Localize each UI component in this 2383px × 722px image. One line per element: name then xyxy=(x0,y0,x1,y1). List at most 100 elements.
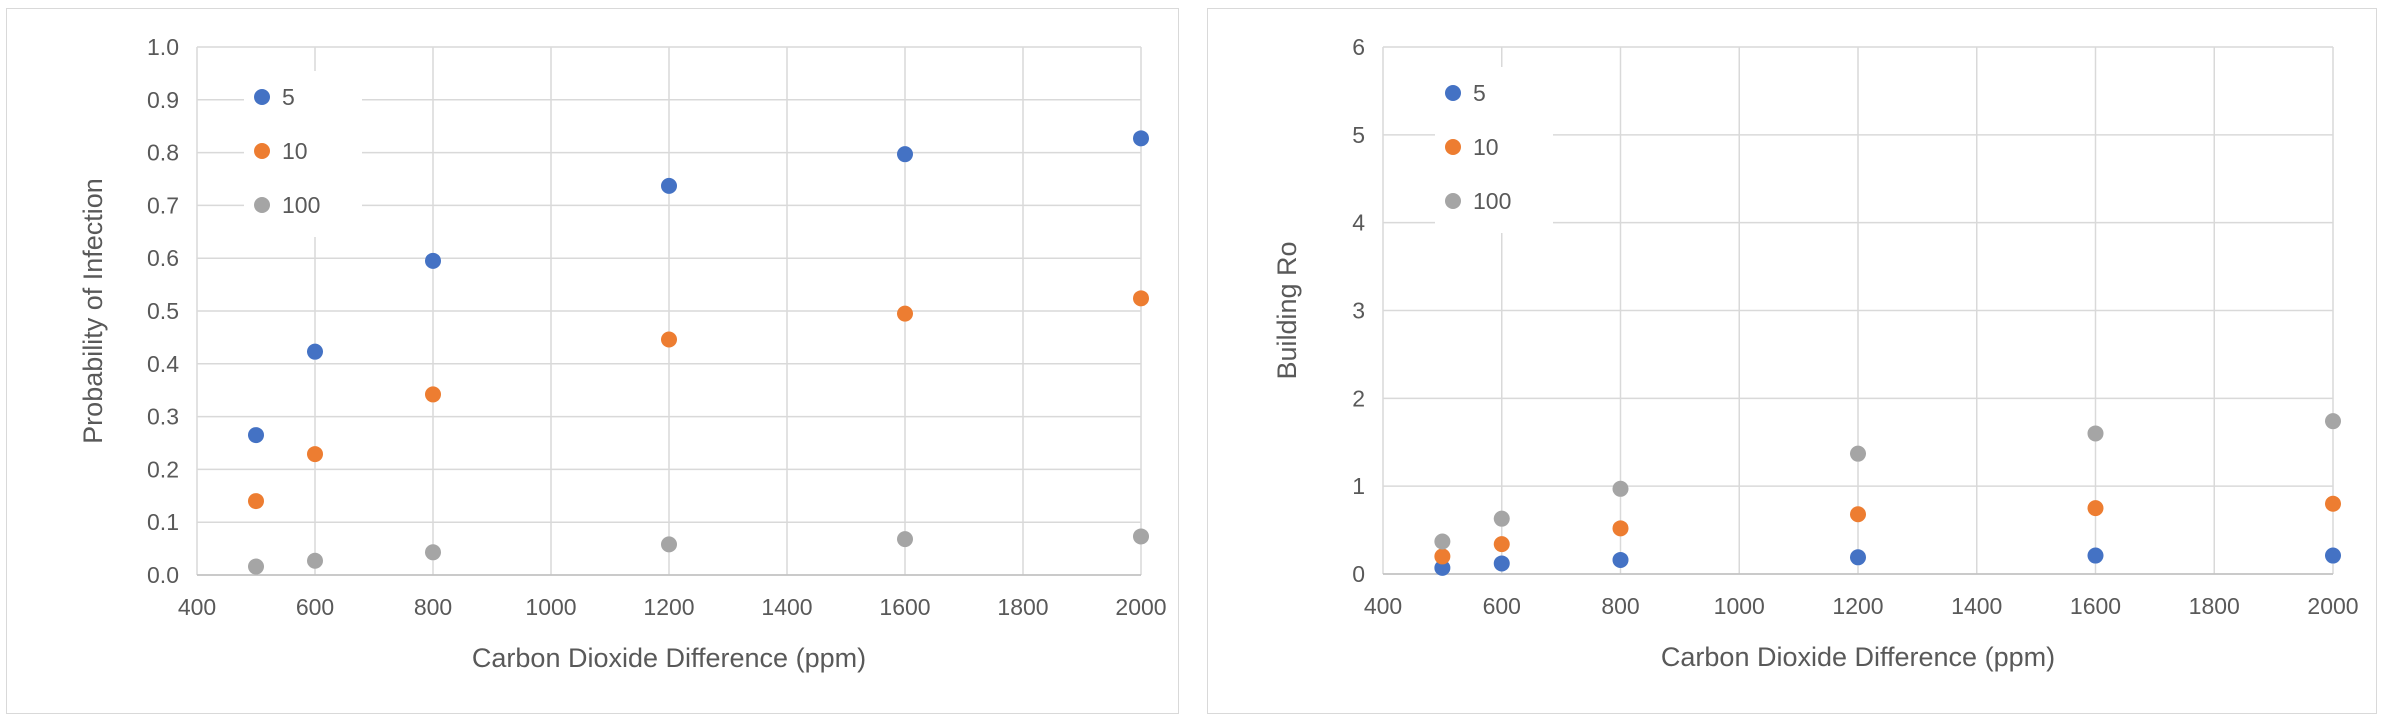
legend-label-5: 5 xyxy=(1473,80,1486,106)
data-point xyxy=(661,177,677,194)
data-point xyxy=(248,558,264,575)
x-tick-label: 800 xyxy=(414,594,452,620)
series-10 xyxy=(248,290,1149,510)
data-point xyxy=(2087,500,2104,517)
y-tick-label: 2 xyxy=(1352,385,1365,411)
legend: 5 10 100 xyxy=(244,71,362,237)
x-tick-label: 1600 xyxy=(879,594,930,620)
data-point xyxy=(1850,445,1866,462)
data-point xyxy=(307,343,323,360)
legend-marker-100 xyxy=(254,197,270,213)
data-point xyxy=(2087,547,2104,564)
data-point xyxy=(1612,480,1629,497)
series-10 xyxy=(1434,495,2341,565)
data-point xyxy=(2325,413,2341,430)
tick-labels: 400 600 800 1000 1200 1400 1600 1800 2000 0 1 2 3 4 5 6 xyxy=(1352,34,2358,619)
x-tick-label: 1600 xyxy=(2070,593,2121,619)
data-point xyxy=(1493,510,1510,527)
data-point xyxy=(897,531,913,548)
data-point xyxy=(1493,555,1510,572)
data-point xyxy=(1493,536,1510,553)
probability-chart-svg: 400 600 800 1000 1200 1400 1600 1800 2000 0.0 0.1 0… xyxy=(78,34,1167,673)
x-tick-label: 600 xyxy=(296,594,334,620)
chart-panel-building-ro: 400 600 800 1000 1200 1400 1600 1800 2000 0 1 2 3 4 5 6… xyxy=(1207,8,2377,714)
data-point xyxy=(1434,533,1451,550)
x-tick-label: 1200 xyxy=(643,594,694,620)
x-tick-label: 1800 xyxy=(2189,593,2240,619)
series-100 xyxy=(1434,413,2341,550)
legend-marker-5 xyxy=(254,89,270,105)
x-axis-title: Carbon Dioxide Difference (ppm) xyxy=(1661,642,2055,672)
y-tick-label: 1 xyxy=(1352,473,1365,499)
legend-label-10: 10 xyxy=(282,138,308,164)
x-tick-label: 1000 xyxy=(1714,593,1765,619)
y-tick-label: 0.5 xyxy=(147,298,179,324)
legend-marker-5 xyxy=(1445,85,1461,101)
y-tick-label: 0.3 xyxy=(147,404,179,430)
legend-marker-10 xyxy=(254,143,270,159)
data-point xyxy=(1612,551,1629,568)
y-tick-label: 0.7 xyxy=(147,192,179,218)
legend: 5 10 100 xyxy=(1435,67,1553,233)
data-point xyxy=(1434,548,1451,565)
y-tick-label: 0 xyxy=(1352,561,1365,587)
data-point xyxy=(897,305,913,322)
x-tick-label: 400 xyxy=(1364,593,1402,619)
series-5 xyxy=(248,130,1149,444)
x-tick-label: 600 xyxy=(1483,593,1521,619)
data-point xyxy=(2325,495,2341,512)
data-point xyxy=(1133,130,1149,147)
x-tick-label: 400 xyxy=(178,594,216,620)
y-axis-title: Building Ro xyxy=(1272,241,1302,379)
y-tick-label: 0.0 xyxy=(147,562,179,588)
legend-label-100: 100 xyxy=(1473,188,1511,214)
legend-label-100: 100 xyxy=(282,192,320,218)
data-point xyxy=(1133,290,1149,307)
series-5 xyxy=(1434,547,2341,576)
x-tick-label: 1400 xyxy=(761,594,812,620)
legend-label-5: 5 xyxy=(282,84,295,110)
x-tick-label: 2000 xyxy=(1115,594,1166,620)
data-point xyxy=(307,446,323,463)
y-tick-label: 0.6 xyxy=(147,245,179,271)
x-tick-label: 800 xyxy=(1601,593,1639,619)
data-point xyxy=(1133,528,1149,545)
x-tick-label: 1800 xyxy=(997,594,1048,620)
series-100 xyxy=(248,528,1149,575)
data-point xyxy=(248,427,264,444)
data-point xyxy=(1850,549,1866,566)
data-point xyxy=(661,331,677,348)
y-tick-label: 1.0 xyxy=(147,34,179,60)
data-point xyxy=(661,536,677,553)
data-point xyxy=(2325,547,2341,564)
data-point xyxy=(425,386,441,403)
x-axis-title: Carbon Dioxide Difference (ppm) xyxy=(472,643,866,673)
data-point xyxy=(425,252,441,269)
data-point xyxy=(1850,506,1866,523)
data-point xyxy=(897,146,913,163)
data-point xyxy=(2087,425,2104,442)
y-tick-label: 3 xyxy=(1352,298,1365,324)
data-point xyxy=(1434,559,1451,576)
chart-panel-probability: 400 600 800 1000 1200 1400 1600 1800 2000 0.0 0.1 0… xyxy=(6,8,1179,714)
y-tick-label: 0.2 xyxy=(147,456,179,482)
x-tick-label: 1200 xyxy=(1832,593,1883,619)
y-tick-label: 0.8 xyxy=(147,140,179,166)
y-tick-label: 0.1 xyxy=(147,509,179,535)
tick-labels: 400 600 800 1000 1200 1400 1600 1800 2000 0.0 0.1 0… xyxy=(147,34,1167,620)
legend-marker-100 xyxy=(1445,193,1461,209)
x-tick-label: 2000 xyxy=(2307,593,2358,619)
data-point xyxy=(248,493,264,510)
data-point xyxy=(425,544,441,561)
y-axis-title: Probability of Infection xyxy=(78,178,108,444)
legend-label-10: 10 xyxy=(1473,134,1499,160)
y-tick-label: 0.4 xyxy=(147,351,179,377)
x-tick-label: 1400 xyxy=(1951,593,2002,619)
y-tick-label: 0.9 xyxy=(147,87,179,113)
y-tick-label: 4 xyxy=(1352,210,1365,236)
gridlines xyxy=(196,46,1142,576)
y-tick-label: 6 xyxy=(1352,34,1365,60)
data-point xyxy=(1612,520,1629,537)
x-tick-label: 1000 xyxy=(525,594,576,620)
legend-marker-10 xyxy=(1445,139,1461,155)
